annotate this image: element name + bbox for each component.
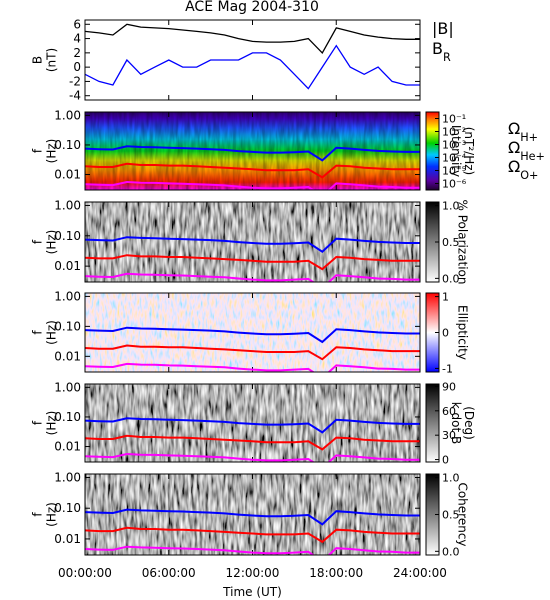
y-tick-label: 0.10 (54, 319, 81, 333)
y-tick-label: 0.01 (54, 440, 81, 454)
colorbar-tick-label: 1 (442, 291, 449, 304)
y-tick-label: 0.01 (54, 259, 81, 273)
y-axis-label: (nT) (45, 48, 59, 72)
colorbar-tick-label: 1.0 (442, 200, 460, 213)
series-line (85, 344, 420, 361)
y-axis-label: f (31, 148, 45, 153)
series-line (85, 326, 420, 344)
y-axis-label: f (31, 420, 45, 425)
series-line (85, 434, 420, 451)
colorbar-tick-label: 60 (442, 405, 456, 418)
series-line (85, 254, 420, 271)
colorbar-tick-label: 0.5 (442, 236, 460, 249)
x-axis-label: Time (UT) (222, 585, 282, 599)
plot-frame (84, 292, 421, 373)
series-line (85, 162, 420, 179)
y-tick-label: 0.01 (54, 349, 81, 363)
colorbar-tick-label: 10⁻² (442, 126, 466, 139)
y-tick-label: 0.01 (54, 168, 81, 182)
colorbar-tick-label: 30 (442, 429, 456, 442)
plot-frame (84, 383, 421, 463)
colorbar-tick-label: 90 (442, 380, 456, 393)
colorbar-tick-label: 10⁻⁴ (442, 152, 467, 165)
colorbar-label: (Deg) (462, 406, 476, 440)
colorbar-tick-label: 10⁻⁵ (442, 165, 466, 178)
series-line (85, 508, 420, 526)
y-tick-label: 6 (73, 17, 81, 31)
x-tick-label: 12:00:00 (226, 566, 280, 580)
series-line (85, 236, 420, 253)
colorbar-tick-label: -1 (442, 362, 453, 375)
colorbar-label: Intensity (449, 125, 463, 177)
legend-label: |B| (432, 19, 454, 38)
y-axis-label: f (31, 512, 45, 517)
y-tick-label: 1.00 (54, 108, 81, 122)
y-tick-label: 4 (73, 32, 81, 46)
plot-frame (84, 111, 421, 191)
series-line (85, 272, 420, 282)
colorbar-tick-label: 10⁻³ (442, 139, 466, 152)
x-tick-label: 24:00:00 (393, 566, 447, 580)
y-axis-label: f (31, 330, 45, 335)
y-tick-label: 0.01 (54, 532, 81, 546)
y-axis-label: (Hz) (45, 411, 59, 436)
y-tick-label: 0.10 (54, 501, 81, 515)
colorbar-tick-label: 0 (442, 327, 449, 340)
y-tick-label: 1.00 (54, 198, 81, 212)
colorbar-label: (nT²/Hz) (462, 127, 476, 175)
plot-frame (84, 473, 421, 556)
colorbar-label: Coherency (456, 482, 470, 546)
y-tick-label: 0 (73, 60, 81, 74)
y-tick-label: -2 (69, 74, 81, 88)
x-tick-label: 06:00:00 (142, 566, 196, 580)
x-tick-label: 00:00:00 (58, 566, 112, 580)
series-line (85, 145, 420, 162)
colorbar (425, 383, 440, 463)
series-line (85, 417, 420, 434)
y-tick-label: 2 (73, 46, 81, 60)
colorbar-label: % Polarization (456, 200, 470, 285)
series-line (85, 545, 420, 555)
y-axis-label: (Hz) (45, 320, 59, 345)
colorbar-tick-label: 0.0 (442, 272, 460, 285)
colorbar-label: Ellipticity (456, 305, 470, 360)
colorbar-tick-label: 0.0 (442, 545, 460, 558)
colorbar-tick-label: 1.0 (442, 472, 460, 485)
colorbar-tick-label: 10⁻¹ (442, 113, 466, 126)
y-tick-label: -4 (69, 89, 81, 103)
y-axis-label: (Hz) (45, 230, 59, 255)
y-axis-label: (Hz) (45, 139, 59, 164)
y-tick-label: 0.10 (54, 229, 81, 243)
y-axis-label: B (31, 56, 45, 64)
colorbar-tick-label: 0.5 (442, 509, 460, 522)
legend-label: BR (432, 39, 451, 64)
colorbar-tick-label: 0 (442, 454, 449, 467)
series-line (85, 526, 420, 544)
x-tick-label: 18:00:00 (309, 566, 363, 580)
y-axis-label: f (31, 239, 45, 244)
colorbar-label: k dot B (449, 402, 463, 444)
colorbar (425, 111, 440, 191)
series-line (85, 44, 420, 90)
y-tick-label: 1.00 (54, 380, 81, 394)
y-axis-label: (Hz) (45, 502, 59, 527)
y-tick-label: 1.00 (54, 289, 81, 303)
series-line (85, 180, 420, 190)
series-line (85, 452, 420, 462)
series-line (85, 362, 420, 372)
y-tick-label: 0.10 (54, 410, 81, 424)
series-line (85, 23, 420, 54)
chart-title: ACE Mag 2004-310 (185, 0, 319, 15)
plot-frame (84, 19, 421, 101)
y-tick-label: 0.10 (54, 138, 81, 152)
y-tick-label: 1.00 (54, 471, 81, 485)
plot-frame (84, 201, 421, 283)
colorbar-tick-label: 10⁻⁶ (442, 178, 467, 191)
